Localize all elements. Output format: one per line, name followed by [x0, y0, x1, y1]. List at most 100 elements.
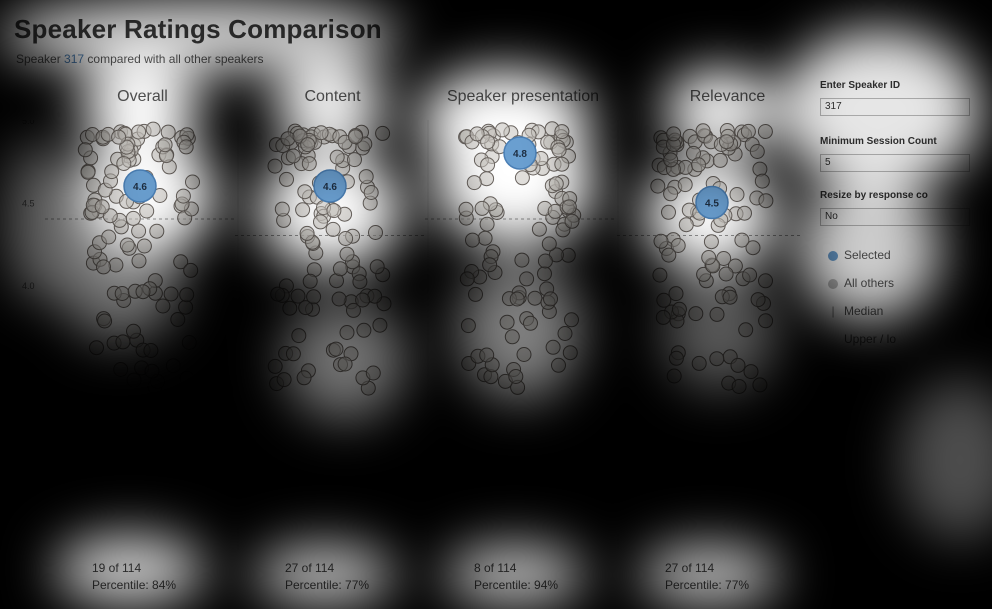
speaker-point: [713, 153, 727, 167]
speaker-point: [656, 310, 670, 324]
speaker-point: [755, 174, 769, 188]
speaker-point: [281, 132, 295, 146]
speaker-point: [109, 258, 123, 272]
speaker-point: [180, 288, 194, 302]
speaker-id-label: Enter Speaker ID: [820, 80, 900, 91]
speaker-point: [140, 204, 154, 218]
speaker-point: [520, 272, 534, 286]
speaker-point: [182, 336, 196, 350]
speaker-point: [333, 262, 347, 276]
speaker-point: [283, 301, 297, 315]
speaker-point: [171, 313, 185, 327]
speaker-point: [340, 247, 354, 261]
speaker-point: [739, 323, 753, 337]
speaker-point: [280, 172, 294, 186]
speaker-point: [552, 143, 566, 157]
speaker-id-input[interactable]: 317: [820, 98, 970, 116]
speaker-point: [144, 344, 158, 358]
footer-speaker-presentation: 8 of 114 Percentile: 94%: [474, 560, 558, 594]
speaker-point: [277, 373, 291, 387]
column-title-relevance: Relevance: [680, 88, 775, 106]
speaker-point: [480, 348, 494, 362]
speaker-point: [150, 224, 164, 238]
speaker-point: [692, 158, 706, 172]
speaker-point: [98, 314, 112, 328]
min-session-label: Minimum Session Count: [820, 136, 937, 147]
footer-rank: 19 of 114: [92, 560, 176, 577]
speaker-point: [271, 287, 285, 301]
speaker-point: [731, 358, 745, 372]
legend-label: All others: [844, 276, 894, 290]
speaker-point: [664, 187, 678, 201]
speaker-point: [127, 324, 141, 338]
speaker-point: [78, 143, 92, 157]
footer-content: 27 of 114 Percentile: 77%: [285, 560, 369, 594]
speaker-point: [562, 200, 576, 214]
speaker-point: [359, 170, 373, 184]
speaker-point: [349, 130, 363, 144]
legend-label: Median: [844, 304, 883, 318]
speaker-point: [112, 130, 126, 144]
median-tick-icon: |: [828, 304, 838, 318]
speaker-point: [509, 370, 523, 384]
speaker-point: [500, 315, 514, 329]
speaker-point: [356, 293, 370, 307]
speaker-point: [286, 347, 300, 361]
legend-upper-lower: Upper / lo: [828, 332, 896, 346]
speaker-point: [127, 373, 141, 387]
speaker-point: [704, 235, 718, 249]
speaker-point: [314, 126, 328, 140]
speaker-point: [314, 215, 328, 229]
selected-value-label: 4.6: [323, 182, 337, 193]
y-tick-label: 5.0: [22, 120, 35, 126]
speaker-point: [330, 150, 344, 164]
resize-select[interactable]: No: [820, 208, 970, 226]
speaker-point: [555, 157, 569, 171]
speaker-point: [510, 292, 524, 306]
speaker-point: [176, 189, 190, 203]
speaker-point: [495, 123, 509, 137]
speaker-point: [95, 200, 109, 214]
speaker-point: [370, 260, 384, 274]
speaker-point: [654, 234, 668, 248]
speaker-point: [743, 268, 757, 282]
speaker-point: [116, 335, 130, 349]
speaker-point: [669, 351, 683, 365]
speaker-point: [558, 327, 572, 341]
speaker-point: [348, 153, 362, 167]
speaker-point: [720, 135, 734, 149]
speaker-point: [298, 185, 312, 199]
speaker-point: [117, 157, 131, 171]
speaker-point: [723, 290, 737, 304]
speaker-point: [81, 165, 95, 179]
speaker-point: [563, 346, 577, 360]
speaker-point: [669, 287, 683, 301]
speaker-point: [126, 211, 140, 225]
speaker-point: [555, 125, 569, 139]
speaker-point: [268, 159, 282, 173]
speaker-point: [505, 330, 519, 344]
selected-value-label: 4.5: [705, 199, 719, 210]
speaker-point: [461, 319, 475, 333]
subtitle-suffix: compared with all other speakers: [87, 52, 263, 66]
speaker-point: [741, 124, 755, 138]
speaker-point: [651, 179, 665, 193]
speaker-point: [300, 226, 314, 240]
speaker-point: [184, 263, 198, 277]
legend-others-swatch: [828, 279, 838, 289]
speaker-point: [132, 125, 146, 139]
speaker-point: [480, 217, 494, 231]
speaker-point: [329, 342, 343, 356]
speaker-point: [710, 352, 724, 366]
speaker-point: [538, 267, 552, 281]
min-session-input[interactable]: 5: [820, 154, 970, 172]
subtitle-prefix: Speaker: [16, 52, 61, 66]
speaker-point: [161, 125, 175, 139]
y-tick-label: 4.0: [22, 281, 35, 291]
speaker-point: [759, 314, 773, 328]
speaker-point: [467, 176, 481, 190]
speaker-point: [357, 323, 371, 337]
speaker-point: [338, 357, 352, 371]
speaker-point: [753, 378, 767, 392]
speaker-point: [678, 178, 692, 192]
